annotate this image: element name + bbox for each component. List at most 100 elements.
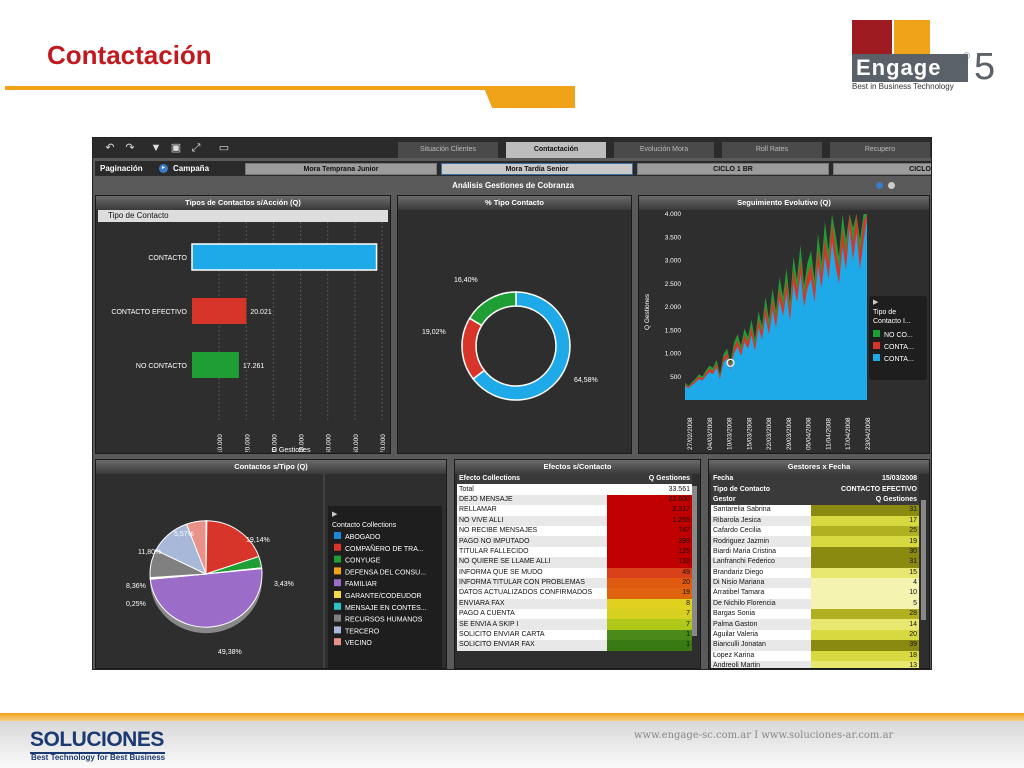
- legend-swatch-2: [873, 354, 880, 361]
- effects-row[interactable]: NO RECIBE MENSAJES 747: [457, 525, 692, 537]
- manager-count: 30: [811, 546, 919, 558]
- bar-value-label: 20.021: [250, 309, 272, 316]
- effects-row[interactable]: ENVIARA FAX 8: [457, 598, 692, 610]
- category-label: CONTACTO: [148, 255, 187, 262]
- managers-header-row: Fecha 15/03/2008: [711, 474, 919, 485]
- effects-row[interactable]: INFORMA QUE SE MUDO 49: [457, 567, 692, 578]
- effects-row[interactable]: INFORMA TITULAR CON PROBLEMAS 20: [457, 577, 692, 589]
- effects-row[interactable]: SOLICITO ENVIAR CARTA 1: [457, 629, 692, 641]
- managers-row[interactable]: De Nichilo Florencia 5: [711, 598, 919, 610]
- effects-row[interactable]: PAGO A CUENTA 7: [457, 609, 692, 620]
- effects-scrollbar[interactable]: [692, 486, 697, 636]
- soluciones-underline: [30, 752, 165, 754]
- effects-row[interactable]: NO VIVE ALLI 1.255: [457, 515, 692, 526]
- arrow-right-icon[interactable]: ▸: [159, 164, 168, 173]
- managers-row[interactable]: Ribarola Jesica 17: [711, 515, 919, 526]
- logo-tagline: Best in Business Technology: [852, 82, 954, 91]
- undo-icon[interactable]: ↶: [105, 142, 115, 154]
- y-tick-label: 2.000: [665, 304, 682, 311]
- managers-table: Fecha 15/03/2008 Tipo de Contacto CONTACTO …: [711, 474, 919, 668]
- managers-row[interactable]: Arratibel Tamara 10: [711, 588, 919, 599]
- tab-4[interactable]: Recupero: [830, 142, 930, 158]
- y-tick-label: 1.000: [665, 351, 682, 358]
- effect-count: 1: [607, 640, 692, 651]
- evolution-area-chart: 500 1.000 1.500 2.000 2.500 3.000 3.500 4.000 Q …: [644, 211, 927, 450]
- effect-name: Total: [457, 484, 607, 495]
- managers-row[interactable]: Andreoli Martin 13: [711, 661, 919, 668]
- campaign-tab-2[interactable]: CICLO 1 BR: [637, 163, 829, 175]
- effects-table: Efecto Collections Q Gestiones Total 33.561…: [457, 474, 692, 651]
- campaign-tab-0[interactable]: Mora Temprana Junior: [245, 163, 437, 175]
- contact-percent-title: % Tipo Contacto: [398, 196, 631, 210]
- effects-row[interactable]: DATOS ACTUALIZADOS CONFIRMADOS 19: [457, 588, 692, 599]
- managers-row[interactable]: Lanfranchi Federico 31: [711, 557, 919, 568]
- effect-count: 33.561: [607, 484, 692, 495]
- manager-name: Aguilar Valeria: [711, 629, 811, 641]
- pie-slice-label-6: 5,57%: [174, 531, 194, 538]
- manager-count: 25: [811, 525, 919, 537]
- contacts-by-type-pie: 19,14% 3,43% 49,38% 0,25% 8,36% 11,80% 5,57% ▶ C…: [126, 474, 442, 668]
- contacts-by-type-title: Contactos s/Tipo (Q): [96, 460, 446, 474]
- evolution-panel: Seguimiento Evolutivo (Q) 500 1.000 1.500 2…: [638, 195, 930, 454]
- tab-3[interactable]: Roll Rates: [722, 142, 822, 158]
- tab-1[interactable]: Contactación: [506, 142, 606, 158]
- effect-count: 125: [607, 546, 692, 558]
- slice-label-0: 64,58%: [574, 377, 598, 384]
- managers-row[interactable]: Di Nisio Mariana 4: [711, 577, 919, 589]
- managers-header-label: Tipo de Contacto: [711, 484, 811, 495]
- managers-row[interactable]: Rodriguez Jazmin 19: [711, 536, 919, 547]
- managers-row[interactable]: Bargas Sonia 28: [711, 609, 919, 620]
- engage-logo: Engage ® 5 Best in Business Technology: [846, 16, 1002, 94]
- pie-legend-label-2: CONYUGE: [345, 558, 381, 565]
- page-dot-2[interactable]: [888, 182, 895, 189]
- filter-icon[interactable]: ▼: [150, 142, 162, 154]
- effects-row[interactable]: SOLICITO ENVIAR FAX 1: [457, 640, 692, 651]
- tab-2[interactable]: Evolución Mora: [614, 142, 714, 158]
- manager-count: 4: [811, 577, 919, 589]
- manager-count: 39: [811, 640, 919, 651]
- redo-icon[interactable]: ↷: [125, 142, 135, 154]
- managers-row[interactable]: Brandariz Diego 15: [711, 567, 919, 578]
- effects-row[interactable]: TITULAR FALLECIDO 125: [457, 546, 692, 558]
- pie-legend-label-8: TERCERO: [345, 628, 380, 635]
- page-dot-1[interactable]: [876, 182, 883, 189]
- effects-row[interactable]: PAGO NO IMPUTADO 390: [457, 536, 692, 547]
- managers-row[interactable]: Lopez Karina 18: [711, 650, 919, 662]
- window-icon[interactable]: ▣: [170, 142, 182, 154]
- effects-row[interactable]: NO QUIERE SE LLAME ALLI 110: [457, 557, 692, 568]
- effect-count: 1: [607, 629, 692, 641]
- managers-row[interactable]: Aguilar Valeria 20: [711, 629, 919, 641]
- campaign-tab-3[interactable]: CICLO 2 BR: [833, 163, 931, 175]
- managers-row[interactable]: Biardi Maria Cristina 30: [711, 546, 919, 558]
- pie-slice-label-5: 11,80%: [138, 549, 161, 556]
- tab-0[interactable]: Situación Clientes: [398, 142, 498, 158]
- y-tick-label: 3.500: [665, 234, 682, 241]
- print-icon[interactable]: ▭: [218, 142, 230, 154]
- managers-row[interactable]: Santarelia Sabrina 31: [711, 505, 919, 516]
- x-tick-label: 17/04/2008: [845, 417, 852, 450]
- effects-row[interactable]: Total 33.561: [457, 484, 692, 495]
- evolution-title: Seguimiento Evolutivo (Q): [639, 196, 929, 210]
- footer-websites[interactable]: www.engage-sc.com.ar I www.soluciones-ar…: [634, 730, 894, 741]
- effect-count: 7: [607, 619, 692, 630]
- pie-legend-swatch-8: [334, 626, 341, 634]
- manager-count: 28: [811, 609, 919, 620]
- effects-row[interactable]: RELLAMAR 2.317: [457, 505, 692, 516]
- legend-label-0: NO CO...: [884, 332, 913, 339]
- campaign-tab-1[interactable]: Mora Tardía Senior: [441, 163, 633, 175]
- effect-name: INFORMA TITULAR CON PROBLEMAS: [457, 577, 607, 589]
- pie-legend-label-3: DEFENSA DEL CONSU...: [345, 569, 426, 576]
- managers-row[interactable]: Palma Gaston 14: [711, 619, 919, 630]
- effects-row[interactable]: DEJO MENSAJE 22.000: [457, 494, 692, 506]
- managers-scrollbar[interactable]: [921, 500, 926, 620]
- x-axis-label: Q Gestiones: [272, 447, 311, 452]
- managers-row[interactable]: Cafardo Cecilia 25: [711, 525, 919, 537]
- managers-title: Gestores x Fecha: [709, 460, 929, 474]
- hover-marker: [726, 358, 735, 367]
- bar-1: [192, 298, 247, 324]
- y-tick-label: 1.500: [665, 327, 682, 334]
- resize-icon[interactable]: ⤢: [191, 142, 201, 154]
- managers-row[interactable]: Bianculli Jonatan 39: [711, 640, 919, 651]
- effect-count: 747: [607, 525, 692, 537]
